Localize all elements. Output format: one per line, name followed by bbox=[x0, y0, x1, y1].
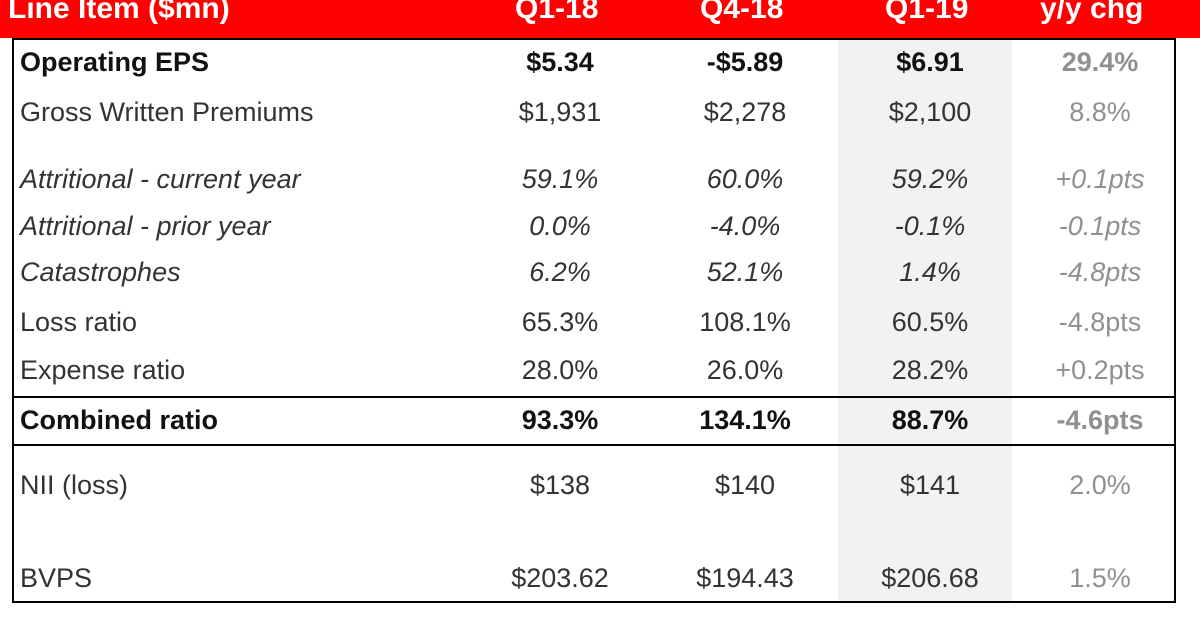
row-attritional-current-year: Attritional - current year 59.1% 60.0% 5… bbox=[0, 159, 1200, 199]
cell-q1-18: 28.0% bbox=[521, 355, 599, 385]
cell-q1-18: $1,931 bbox=[518, 97, 602, 127]
cell-yy-chg: -0.1pts bbox=[1058, 211, 1142, 241]
row-label: Attritional - prior year bbox=[20, 211, 271, 241]
row-expense-ratio: Expense ratio 28.0% 26.0% 28.2% +0.2pts bbox=[0, 350, 1200, 390]
cell-q1-18: $5.34 bbox=[526, 47, 594, 77]
divider-top bbox=[12, 38, 1176, 40]
cell-yy-chg: 8.8% bbox=[1069, 97, 1131, 127]
cell-q1-19: 60.5% bbox=[891, 307, 969, 337]
row-bvps: BVPS $203.62 $194.43 $206.68 1.5% bbox=[0, 558, 1200, 598]
header-q4-18: Q4-18 bbox=[700, 0, 784, 25]
row-catastrophes: Catastrophes 6.2% 52.1% 1.4% -4.8pts bbox=[0, 252, 1200, 292]
cell-q4-18: $2,278 bbox=[703, 97, 787, 127]
header-q1-19: Q1-19 bbox=[885, 0, 969, 25]
row-label: Combined ratio bbox=[20, 405, 219, 435]
divider-combined-bottom bbox=[12, 444, 1176, 446]
cell-q4-18: 26.0% bbox=[706, 355, 784, 385]
row-gross-written-premiums: Gross Written Premiums $1,931 $2,278 $2,… bbox=[0, 92, 1200, 132]
cell-yy-chg: -4.8pts bbox=[1058, 257, 1142, 287]
cell-q1-19: 88.7% bbox=[891, 405, 969, 435]
row-label: NII (loss) bbox=[20, 470, 128, 500]
header-q1-18: Q1-18 bbox=[515, 0, 599, 25]
divider-combined-top bbox=[12, 396, 1176, 398]
row-label: Catastrophes bbox=[20, 257, 181, 287]
cell-q4-18: -$5.89 bbox=[706, 47, 784, 77]
cell-q1-18: 93.3% bbox=[521, 405, 599, 435]
q1-19-highlight-column bbox=[838, 38, 1012, 603]
cell-q4-18: $140 bbox=[714, 470, 776, 500]
cell-q1-19: 59.2% bbox=[891, 164, 969, 194]
cell-q4-18: $194.43 bbox=[696, 563, 794, 593]
cell-yy-chg: +0.1pts bbox=[1055, 164, 1145, 194]
row-label: Gross Written Premiums bbox=[20, 97, 314, 127]
row-nii-loss: NII (loss) $138 $140 $141 2.0% bbox=[0, 465, 1200, 505]
cell-yy-chg: 2.0% bbox=[1069, 470, 1131, 500]
cell-q4-18: 52.1% bbox=[706, 257, 784, 287]
cell-q1-19: 1.4% bbox=[899, 257, 961, 287]
cell-q1-18: $138 bbox=[529, 470, 591, 500]
row-operating-eps: Operating EPS $5.34 -$5.89 $6.91 29.4% bbox=[0, 42, 1200, 82]
cell-yy-chg: -4.8pts bbox=[1058, 307, 1142, 337]
table-frame bbox=[12, 38, 1176, 603]
cell-yy-chg: 1.5% bbox=[1069, 563, 1131, 593]
cell-q1-19: $141 bbox=[899, 470, 961, 500]
row-attritional-prior-year: Attritional - prior year 0.0% -4.0% -0.1… bbox=[0, 206, 1200, 246]
cell-q1-18: 59.1% bbox=[521, 164, 599, 194]
row-label: Loss ratio bbox=[20, 307, 138, 337]
cell-q1-18: $203.62 bbox=[511, 563, 609, 593]
header-yy-chg: y/y chg bbox=[1040, 0, 1144, 25]
row-combined-ratio: Combined ratio 93.3% 134.1% 88.7% -4.6pt… bbox=[0, 400, 1200, 440]
cell-q4-18: 108.1% bbox=[699, 307, 791, 337]
cell-q1-18: 65.3% bbox=[521, 307, 599, 337]
cell-yy-chg: 29.4% bbox=[1061, 47, 1139, 77]
header-line-item: Line Item ($mn) bbox=[8, 0, 230, 25]
cell-yy-chg: -4.6pts bbox=[1056, 405, 1144, 435]
cell-q4-18: 134.1% bbox=[699, 405, 791, 435]
cell-q1-19: $6.91 bbox=[896, 47, 964, 77]
cell-q4-18: 60.0% bbox=[706, 164, 784, 194]
row-label: Expense ratio bbox=[20, 355, 186, 385]
row-label: BVPS bbox=[20, 563, 93, 593]
row-label: Operating EPS bbox=[20, 47, 210, 77]
cell-q1-19: 28.2% bbox=[891, 355, 969, 385]
cell-q1-19: $206.68 bbox=[881, 563, 979, 593]
cell-yy-chg: +0.2pts bbox=[1055, 355, 1145, 385]
table-header: Line Item ($mn) Q1-18 Q4-18 Q1-19 y/y ch… bbox=[0, 0, 1200, 38]
cell-q1-19: $2,100 bbox=[888, 97, 972, 127]
cell-q1-18: 0.0% bbox=[529, 211, 591, 241]
cell-q1-18: 6.2% bbox=[529, 257, 591, 287]
cell-q4-18: -4.0% bbox=[709, 211, 781, 241]
row-loss-ratio: Loss ratio 65.3% 108.1% 60.5% -4.8pts bbox=[0, 302, 1200, 342]
cell-q1-19: -0.1% bbox=[894, 211, 966, 241]
row-label: Attritional - current year bbox=[20, 164, 301, 194]
